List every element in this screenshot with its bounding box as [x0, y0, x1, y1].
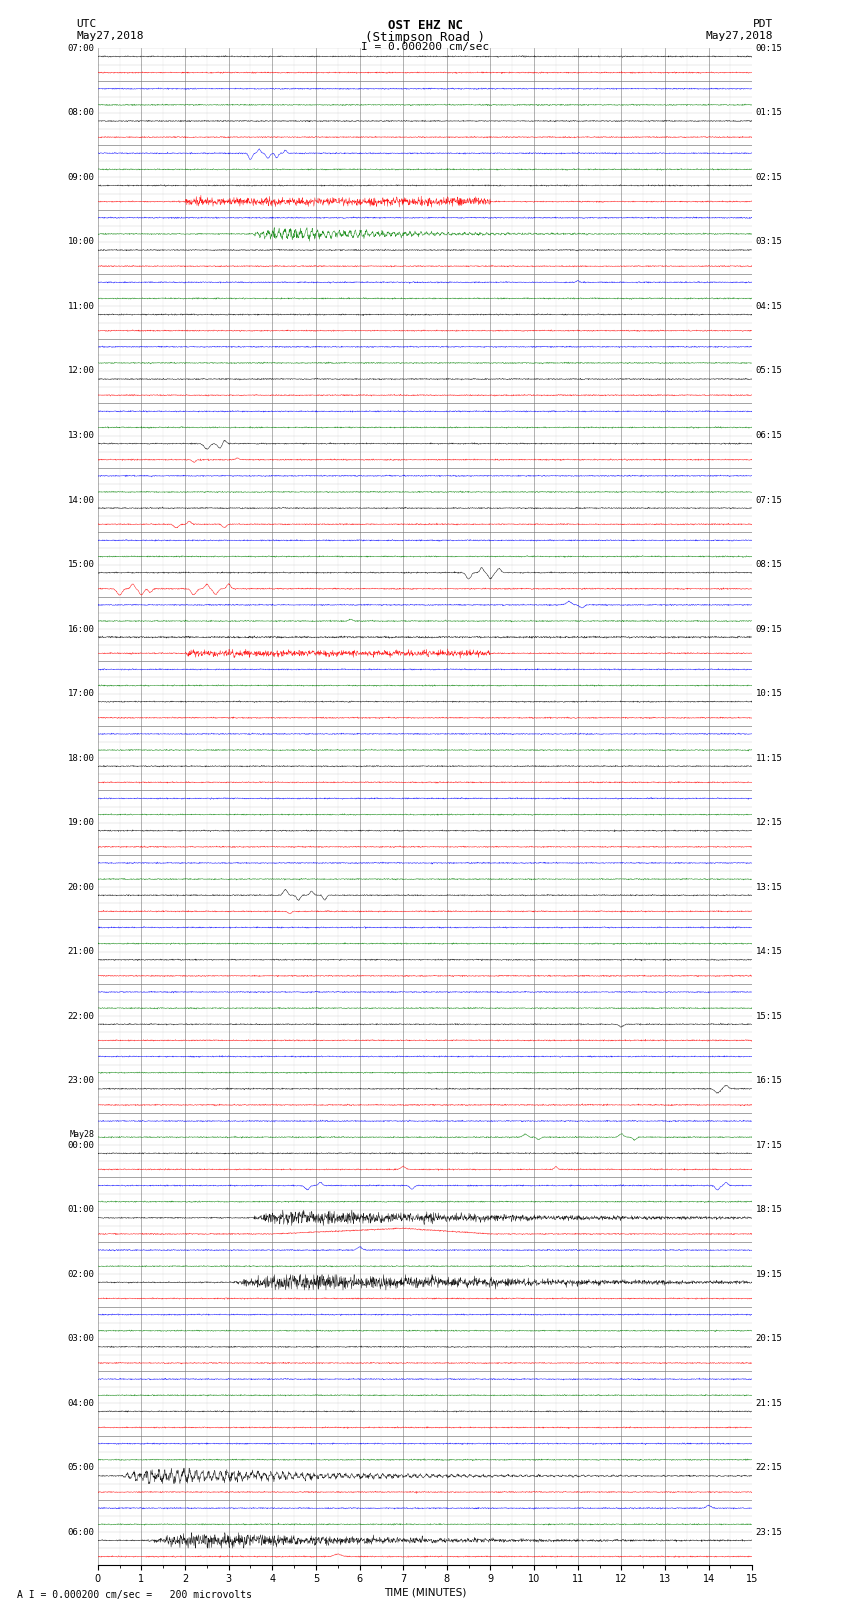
Text: 14:00: 14:00 — [68, 495, 94, 505]
Text: 22:15: 22:15 — [756, 1463, 782, 1473]
Text: 05:15: 05:15 — [756, 366, 782, 376]
Text: 17:00: 17:00 — [68, 689, 94, 698]
Text: 15:15: 15:15 — [756, 1011, 782, 1021]
Text: 18:00: 18:00 — [68, 753, 94, 763]
Text: 03:15: 03:15 — [756, 237, 782, 247]
Text: 11:15: 11:15 — [756, 753, 782, 763]
Text: 17:15: 17:15 — [756, 1140, 782, 1150]
Text: A I = 0.000200 cm/sec =   200 microvolts: A I = 0.000200 cm/sec = 200 microvolts — [17, 1590, 252, 1600]
Text: 23:00: 23:00 — [68, 1076, 94, 1086]
Text: UTC: UTC — [76, 19, 97, 29]
Text: 07:15: 07:15 — [756, 495, 782, 505]
Text: 08:00: 08:00 — [68, 108, 94, 118]
Text: OST EHZ NC: OST EHZ NC — [388, 19, 462, 32]
Text: 19:00: 19:00 — [68, 818, 94, 827]
Text: 09:00: 09:00 — [68, 173, 94, 182]
Text: 02:15: 02:15 — [756, 173, 782, 182]
Text: 12:00: 12:00 — [68, 366, 94, 376]
Text: I = 0.000200 cm/sec: I = 0.000200 cm/sec — [361, 42, 489, 52]
Text: 13:00: 13:00 — [68, 431, 94, 440]
Text: 01:00: 01:00 — [68, 1205, 94, 1215]
Text: 00:15: 00:15 — [756, 44, 782, 53]
Text: 23:15: 23:15 — [756, 1528, 782, 1537]
Text: 03:00: 03:00 — [68, 1334, 94, 1344]
Text: 02:00: 02:00 — [68, 1269, 94, 1279]
Text: 15:00: 15:00 — [68, 560, 94, 569]
Text: May28: May28 — [70, 1131, 94, 1139]
Text: 16:15: 16:15 — [756, 1076, 782, 1086]
Text: May27,2018: May27,2018 — [76, 31, 144, 40]
X-axis label: TIME (MINUTES): TIME (MINUTES) — [384, 1587, 466, 1597]
Text: 04:00: 04:00 — [68, 1398, 94, 1408]
Text: PDT: PDT — [753, 19, 774, 29]
Text: 04:15: 04:15 — [756, 302, 782, 311]
Text: 10:00: 10:00 — [68, 237, 94, 247]
Text: 09:15: 09:15 — [756, 624, 782, 634]
Text: 12:15: 12:15 — [756, 818, 782, 827]
Text: 07:00: 07:00 — [68, 44, 94, 53]
Text: 21:15: 21:15 — [756, 1398, 782, 1408]
Text: 06:15: 06:15 — [756, 431, 782, 440]
Text: 08:15: 08:15 — [756, 560, 782, 569]
Text: 00:00: 00:00 — [68, 1140, 94, 1150]
Text: 20:00: 20:00 — [68, 882, 94, 892]
Text: 19:15: 19:15 — [756, 1269, 782, 1279]
Text: 13:15: 13:15 — [756, 882, 782, 892]
Text: 18:15: 18:15 — [756, 1205, 782, 1215]
Text: 20:15: 20:15 — [756, 1334, 782, 1344]
Text: 21:00: 21:00 — [68, 947, 94, 957]
Text: 14:15: 14:15 — [756, 947, 782, 957]
Text: 11:00: 11:00 — [68, 302, 94, 311]
Text: 22:00: 22:00 — [68, 1011, 94, 1021]
Text: 01:15: 01:15 — [756, 108, 782, 118]
Text: 06:00: 06:00 — [68, 1528, 94, 1537]
Text: 10:15: 10:15 — [756, 689, 782, 698]
Text: (Stimpson Road ): (Stimpson Road ) — [365, 31, 485, 44]
Text: May27,2018: May27,2018 — [706, 31, 774, 40]
Text: 05:00: 05:00 — [68, 1463, 94, 1473]
Text: 16:00: 16:00 — [68, 624, 94, 634]
